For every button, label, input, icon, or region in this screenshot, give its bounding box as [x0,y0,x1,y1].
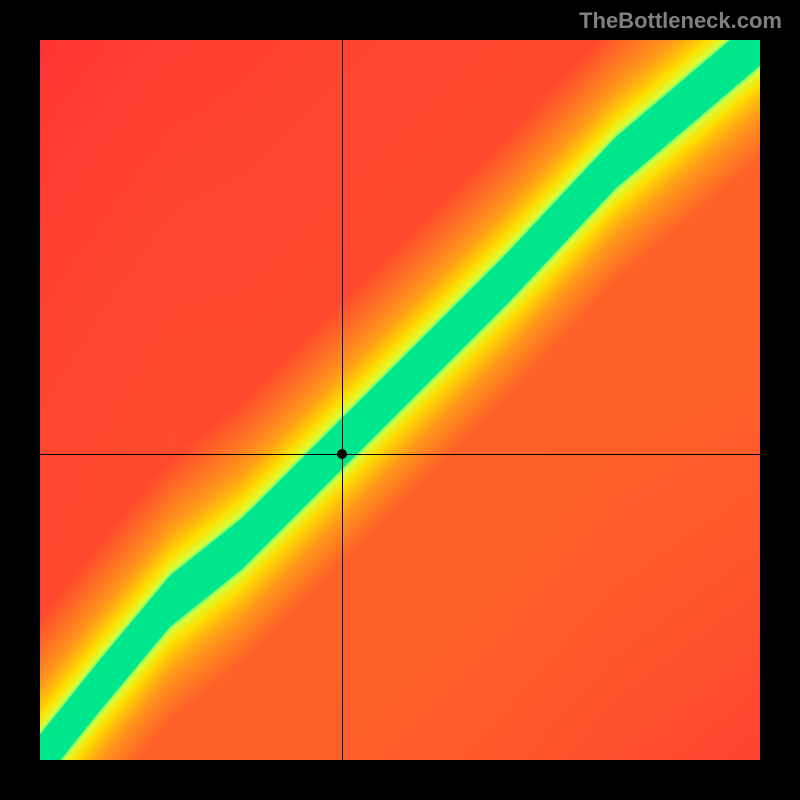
crosshair-horizontal [40,454,760,455]
bottleneck-heatmap [40,40,760,760]
crosshair-marker [337,449,347,459]
crosshair-vertical [342,40,343,760]
attribution-text: TheBottleneck.com [579,8,782,34]
